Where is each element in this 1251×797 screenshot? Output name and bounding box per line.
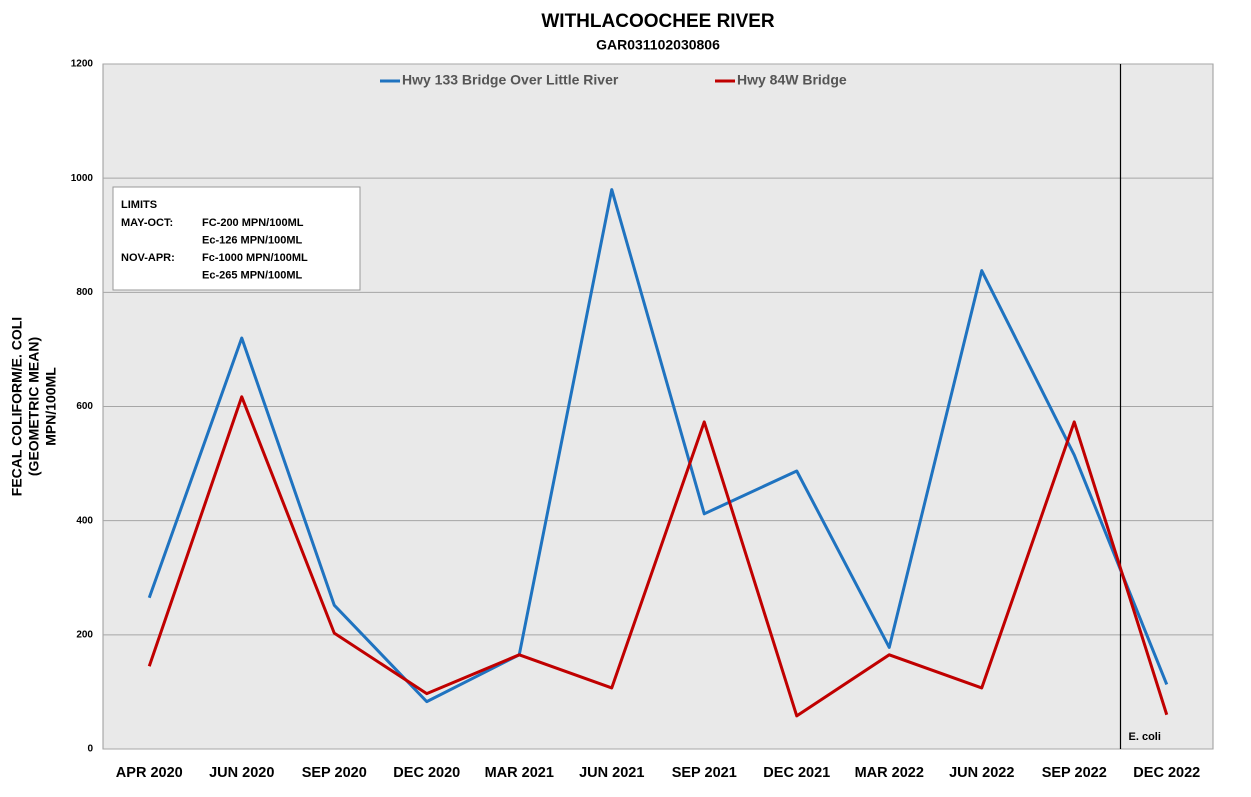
chart-subtitle: GAR031102030806 <box>596 37 720 53</box>
x-tick-label: APR 2020 <box>116 765 183 781</box>
y-tick-label: 1200 <box>71 59 94 70</box>
x-tick-label: DEC 2022 <box>1133 765 1200 781</box>
limits-text: Ec-265 MPN/100ML <box>202 269 303 281</box>
limits-title: LIMITS <box>121 199 157 211</box>
limits-label: MAY-OCT: <box>121 217 173 229</box>
x-tick-label: DEC 2020 <box>393 765 460 781</box>
x-tick-label: SEP 2020 <box>302 765 367 781</box>
y-tick-label: 0 <box>87 744 93 755</box>
limits-box <box>112 186 361 291</box>
series-line <box>147 395 1169 718</box>
y-tick-label: 400 <box>76 515 93 526</box>
chart-title: WITHLACOOCHEE RIVER <box>541 11 775 32</box>
limits-label: NOV-APR: <box>121 252 175 264</box>
limits-text: Fc-1000 MPN/100ML <box>202 252 308 264</box>
limits-text: Ec-126 MPN/100ML <box>202 234 303 246</box>
y-tick-label: 200 <box>76 629 93 640</box>
y-axis-label: MPN/100ML <box>43 367 59 446</box>
y-axis-label: (GEOMETRIC MEAN) <box>26 337 42 476</box>
legend-label: Hwy 133 Bridge Over Little River <box>402 72 619 88</box>
y-tick-label: 800 <box>76 287 93 298</box>
x-tick-label: JUN 2020 <box>209 765 274 781</box>
x-tick-label: SEP 2021 <box>672 765 737 781</box>
series-line <box>147 188 1169 704</box>
x-tick-label: DEC 2021 <box>763 765 830 781</box>
x-tick-label: SEP 2022 <box>1042 765 1107 781</box>
y-tick-label: 600 <box>76 401 93 412</box>
x-tick-label: JUN 2021 <box>579 765 644 781</box>
y-axis-label: FECAL COLIFORM/E. COLI <box>9 317 25 496</box>
legend-label: Hwy 84W Bridge <box>737 72 847 88</box>
x-tick-label: MAR 2021 <box>485 765 554 781</box>
y-tick-label: 1000 <box>71 173 94 184</box>
x-tick-label: MAR 2022 <box>855 765 924 781</box>
limits-text: FC-200 MPN/100ML <box>202 217 304 229</box>
x-tick-label: JUN 2022 <box>949 765 1014 781</box>
annotation: E. coli <box>1129 731 1161 743</box>
